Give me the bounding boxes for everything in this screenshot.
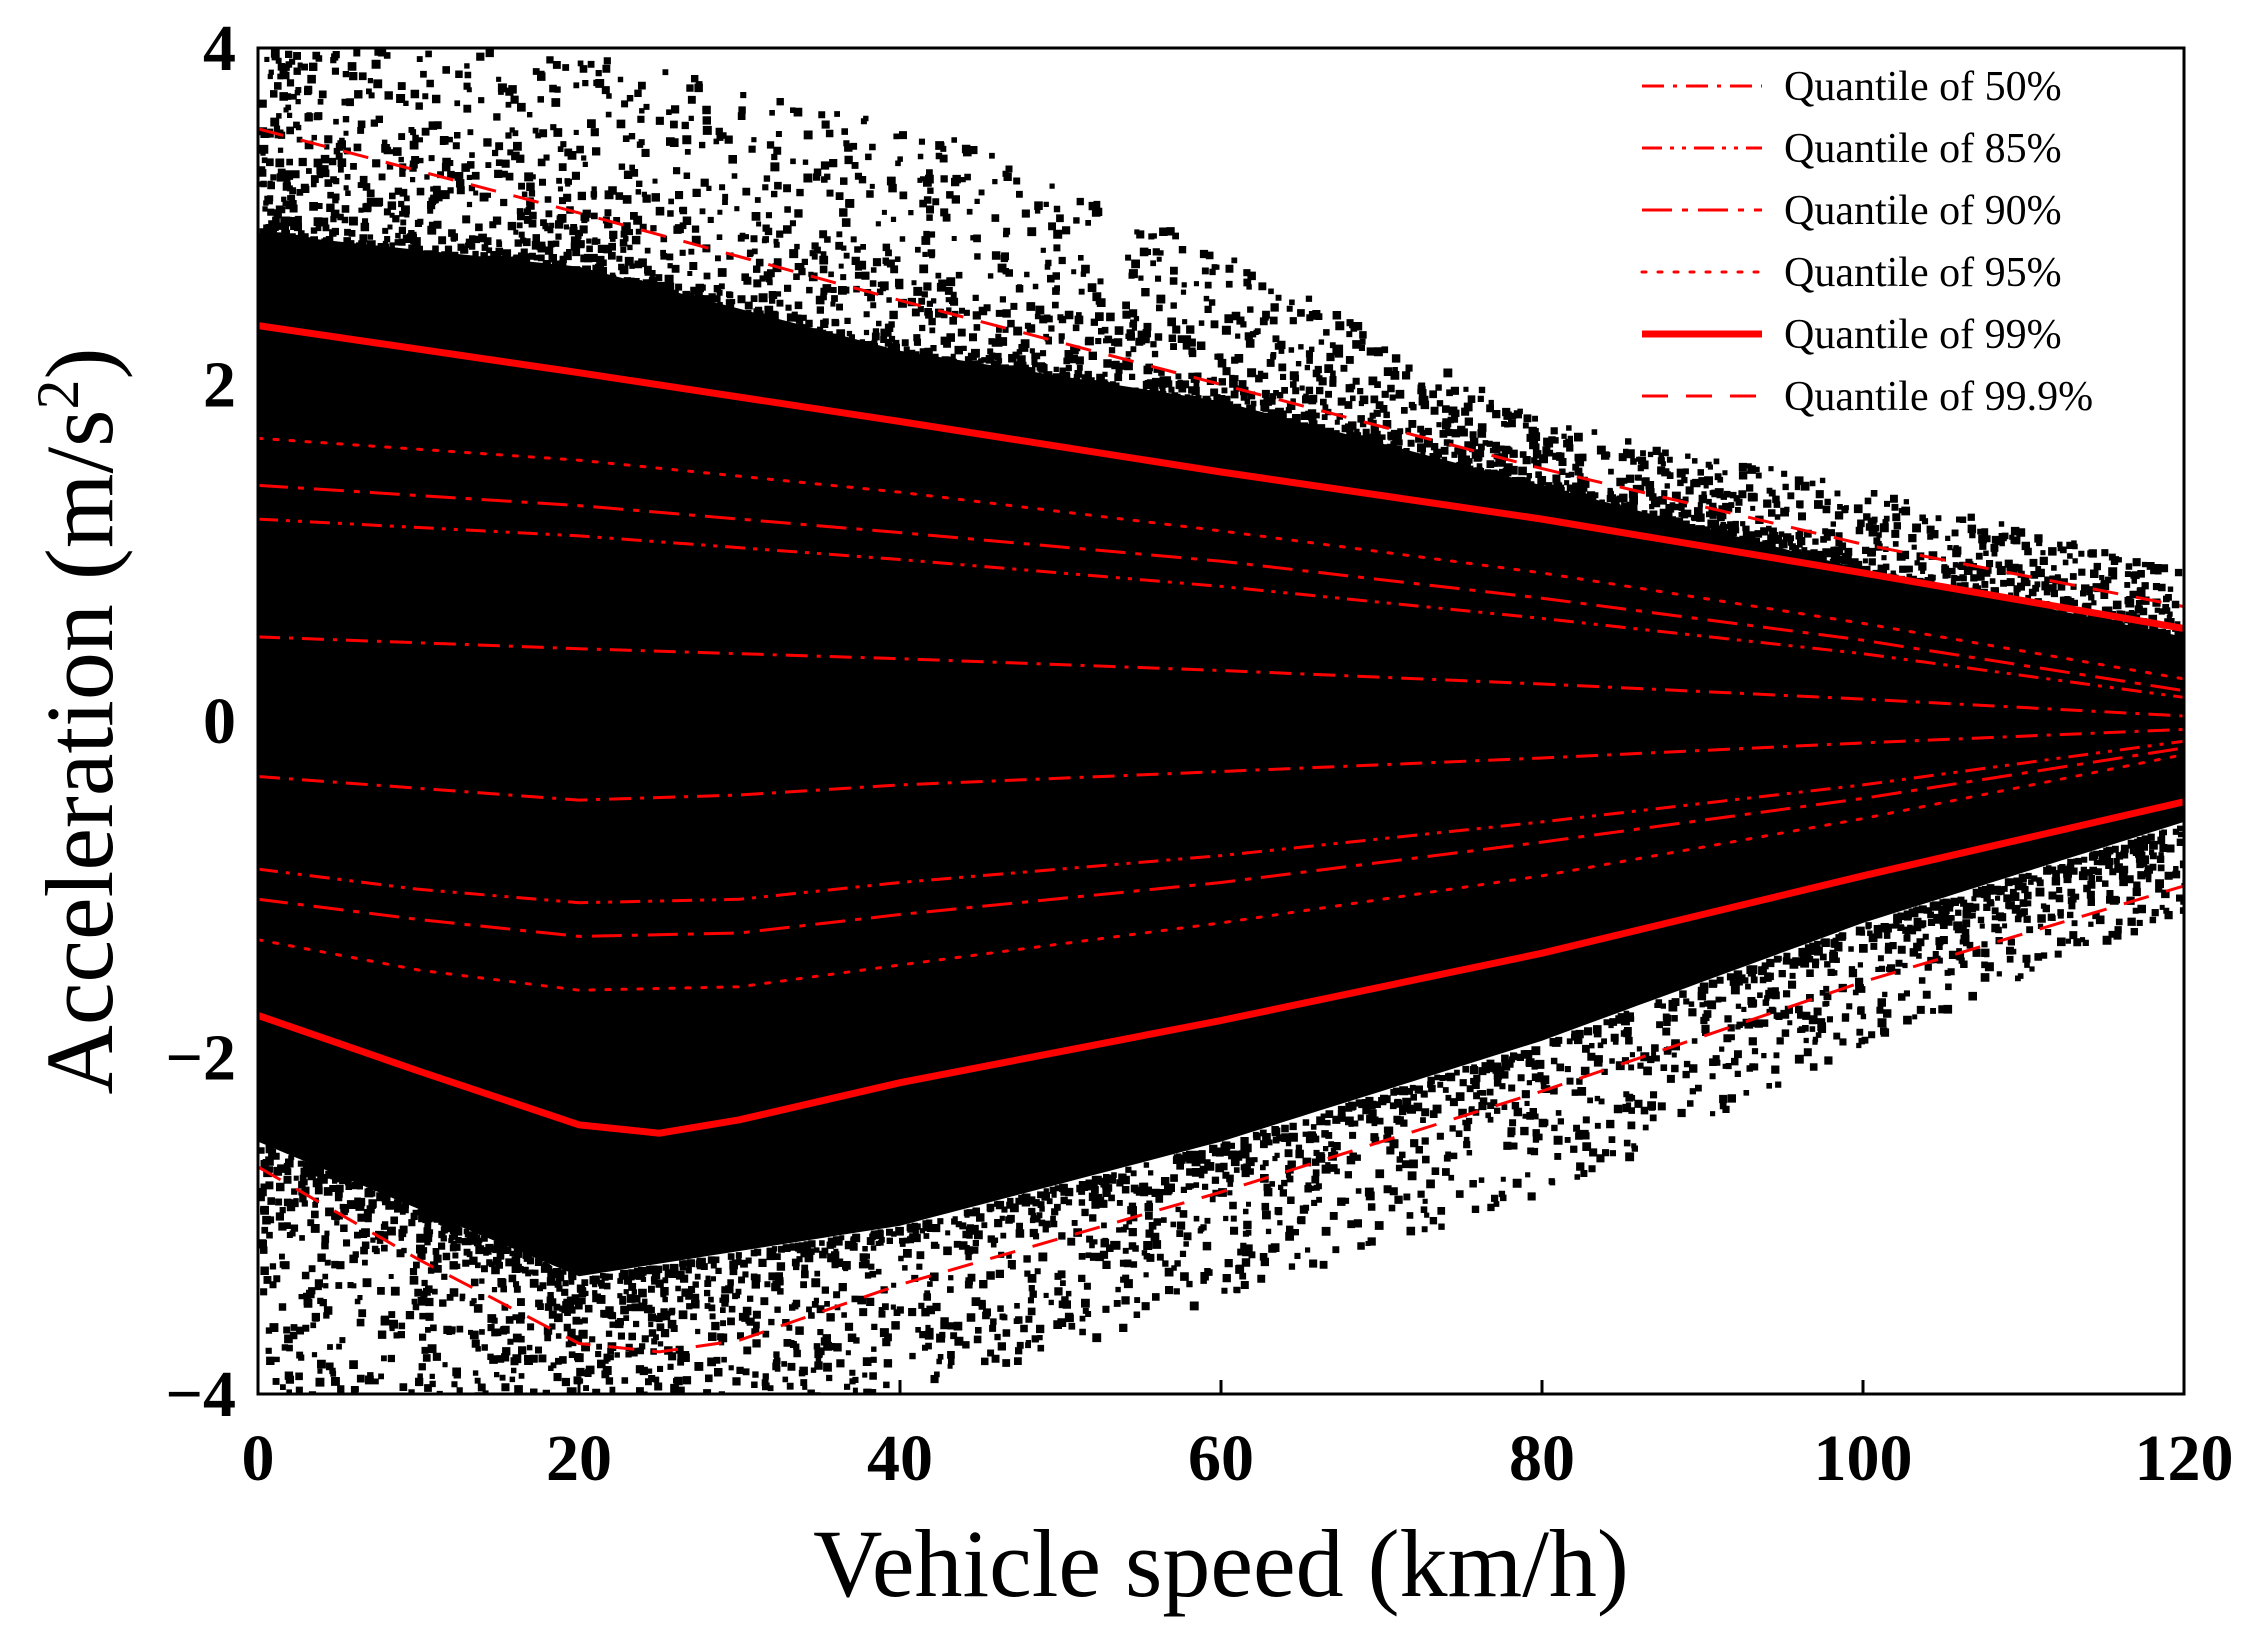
quantile-line-0-upper (258, 635, 2184, 718)
legend-background (1620, 56, 2176, 428)
x-tick-label-6: 120 (2135, 1422, 2234, 1495)
plot-area (258, 48, 2184, 1394)
scatter-points (258, 48, 2184, 1394)
legend-label-4: Quantile of 99% (1784, 312, 2062, 358)
quantile-line-5 (258, 127, 2184, 1354)
quantile-line-0-lower (258, 727, 2184, 802)
quantile-line-1 (258, 517, 2184, 905)
legend-label-2: Quantile of 90% (1784, 188, 2062, 234)
y-tick-label-1: −2 (165, 1022, 236, 1095)
legend-label-0: Quantile of 50% (1784, 64, 2062, 110)
x-tick-label-0: 0 (242, 1422, 275, 1495)
y-axis-title-close: ) (26, 348, 133, 380)
y-axis-title-superscript: 2 (25, 379, 91, 409)
quantile-line-0 (258, 635, 2184, 802)
quantile-line-5-upper (258, 127, 2184, 609)
scatter-dense-core (258, 233, 2184, 1277)
x-tick-label-1: 20 (546, 1422, 612, 1495)
legend-label-1: Quantile of 85% (1784, 126, 2062, 172)
x-tick-label-4: 80 (1509, 1422, 1575, 1495)
y-tick-label-3: 2 (203, 349, 236, 422)
x-tick-label-5: 100 (1814, 1422, 1913, 1495)
quantile-line-4 (258, 322, 2184, 1137)
axis-ticks: 0 20 40 60 80 100 120 −4 −2 0 2 4 (165, 12, 2233, 1495)
quantile-line-4-upper (258, 322, 2184, 632)
legend: Quantile of 50% Quantile of 85% Quantile o… (1620, 56, 2176, 428)
quantile-line-2-upper (258, 483, 2184, 693)
x-axis-title: Vehicle speed (km/h) (813, 1510, 1629, 1617)
y-tick-label-4: 4 (203, 12, 236, 85)
y-axis-title: Acceleration (m/s2) (25, 348, 133, 1095)
quantile-line-3-upper (258, 436, 2184, 681)
legend-label-3: Quantile of 95% (1784, 250, 2062, 296)
legend-label-5: Quantile of 99.9% (1784, 374, 2093, 420)
quantile-line-5-lower (258, 884, 2184, 1354)
quantile-line-1-upper (258, 517, 2184, 699)
y-tick-label-2: 0 (203, 685, 236, 758)
quantile-line-2 (258, 483, 2184, 938)
y-tick-label-0: −4 (165, 1358, 236, 1431)
quantile-line-4-lower (258, 798, 2184, 1137)
quantile-lines (258, 127, 2184, 1354)
quantile-line-2-lower (258, 746, 2184, 938)
x-tick-label-3: 60 (1188, 1422, 1254, 1495)
quantile-line-1-lower (258, 739, 2184, 905)
y-axis-title-main: Acceleration (m/s (26, 409, 133, 1094)
quantile-line-3 (258, 436, 2184, 992)
x-tick-label-2: 40 (867, 1422, 933, 1495)
